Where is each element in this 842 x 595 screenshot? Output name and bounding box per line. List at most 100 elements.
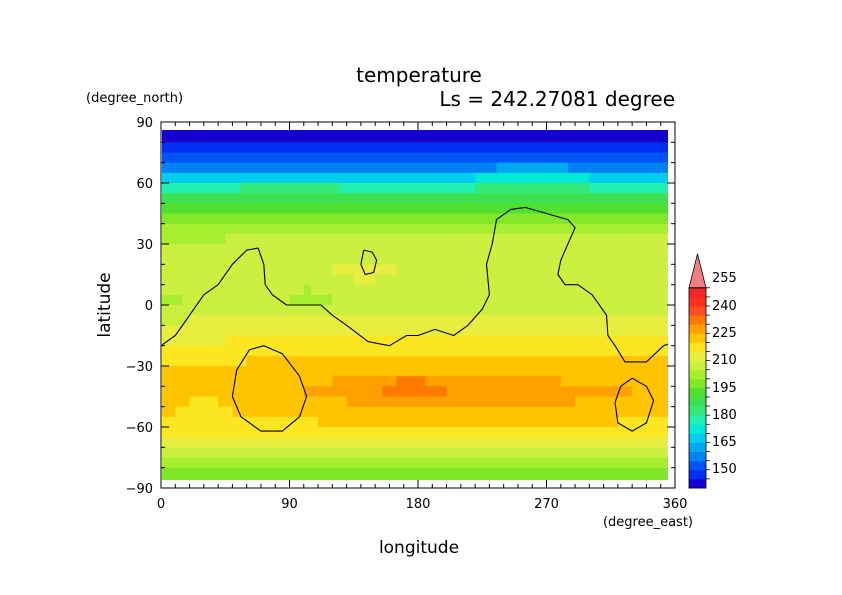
field-cell [375,416,383,428]
field-cell [346,396,355,408]
field-cell [596,335,605,347]
field-cell [218,264,226,276]
field-cell [425,386,433,398]
field-cell [289,366,298,377]
field-cell [596,366,605,377]
field-cell [553,467,562,479]
field-cell [539,203,548,215]
field-cell [625,142,633,154]
field-cell [467,355,476,367]
field-cell [410,416,419,428]
field-cell [489,457,498,469]
field-cell [546,355,555,367]
field-cell [162,376,169,387]
field-cell [546,447,555,459]
field-cell [239,386,248,398]
field-cell [225,447,233,459]
field-cell [346,244,355,255]
field-cell [403,355,412,367]
field-cell [162,355,169,367]
field-cell [546,223,555,235]
field-cell [175,305,184,316]
field-cell [539,355,548,367]
field-cell [453,386,462,398]
field-cell [653,355,662,367]
field-cell [546,183,555,194]
field-cell [310,305,319,316]
field-cell [218,406,226,418]
field-cell [310,477,319,480]
field-cell [339,152,348,164]
colorbar [688,253,710,489]
field-cell [482,183,490,194]
field-cell [475,335,483,347]
field-cell [296,203,305,215]
field-cell [432,355,441,367]
field-cell [596,345,605,357]
field-cell [353,376,362,387]
field-cell [375,183,383,194]
field-cell [546,416,555,428]
field-cell [496,457,505,469]
field-cell [282,193,291,204]
field-cell [353,345,362,357]
field-cell [653,284,662,296]
field-cell [289,203,298,215]
field-cell [389,223,398,235]
field-cell [596,162,605,174]
field-cell [203,162,212,174]
field-cell [617,244,626,255]
field-cell [667,355,668,367]
field-cell [560,406,569,418]
field-cell [253,274,262,286]
field-cell [467,193,476,204]
field-cell [189,416,198,428]
field-cell [617,274,626,286]
field-cell [175,457,184,469]
field-cell [617,447,626,459]
field-cell [232,193,241,204]
field-cell [425,477,433,480]
field-cell [489,294,498,306]
field-cell [203,325,212,337]
field-cell [503,284,512,296]
field-cell [332,203,341,215]
field-cell [489,183,498,194]
field-cell [396,264,405,276]
field-cell [446,294,455,306]
field-cell [332,345,341,357]
field-cell [467,366,476,377]
field-cell [353,203,362,215]
field-cell [268,406,276,418]
field-cell [168,467,176,479]
field-cell [510,335,519,347]
field-cell [582,130,590,133]
field-cell [603,132,612,143]
field-cell [532,132,540,143]
field-cell [403,477,412,480]
field-cell [175,477,184,480]
field-cell [639,142,648,154]
field-cell [475,345,483,357]
field-cell [460,284,469,296]
field-cell [268,457,276,469]
field-cell [196,244,205,255]
field-cell [196,315,205,326]
field-cell [603,305,612,316]
field-cell [162,223,169,235]
field-cell [632,335,640,347]
field-cell [203,366,212,377]
field-cell [653,305,662,316]
field-cell [339,305,348,316]
field-cell [182,172,191,184]
field-cell [260,254,269,265]
field-cell [203,132,212,143]
field-cell [639,386,648,398]
field-cell [403,213,412,225]
field-cell [339,315,348,326]
field-cell [253,416,262,428]
field-cell [410,366,419,377]
field-cell [196,396,205,408]
field-cell [346,233,355,245]
field-cell [296,467,305,479]
